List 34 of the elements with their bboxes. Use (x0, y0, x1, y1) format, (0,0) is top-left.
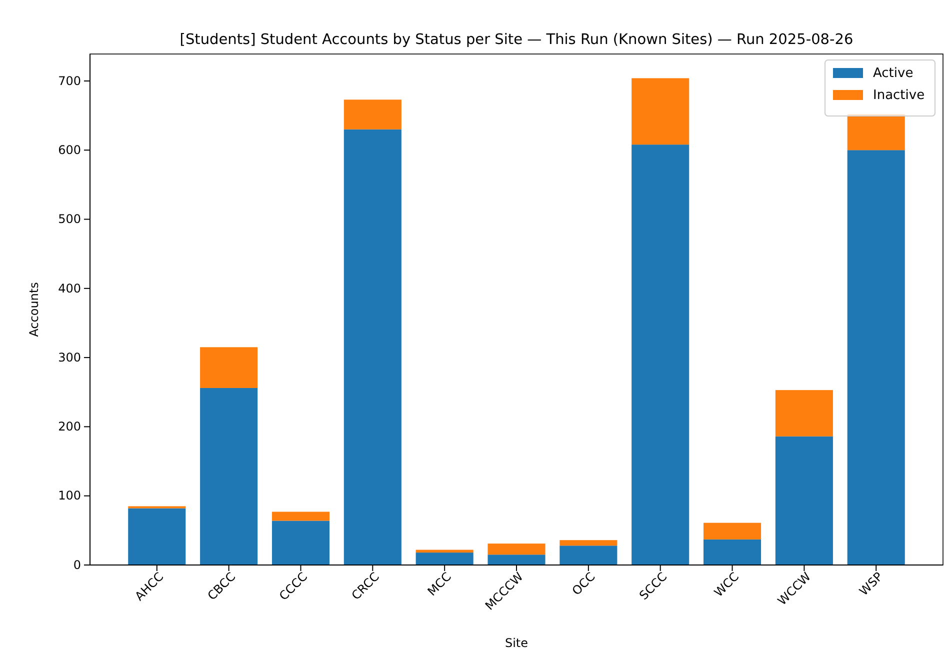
legend-label: Active (873, 66, 914, 81)
bar (632, 144, 690, 565)
y-tick-label: 600 (58, 142, 81, 157)
y-tick-label: 400 (58, 281, 81, 296)
bar (632, 78, 690, 145)
bar (847, 114, 905, 150)
bar (847, 150, 905, 565)
bar (560, 546, 618, 565)
bar (272, 520, 330, 565)
bar (704, 522, 762, 540)
bar (344, 100, 402, 130)
bar (344, 129, 402, 565)
y-tick-label: 0 (73, 558, 81, 572)
y-tick-label: 500 (58, 212, 81, 226)
bar (128, 508, 186, 565)
bar (488, 554, 546, 565)
bar (200, 388, 258, 565)
bar (200, 347, 258, 388)
y-tick-label: 700 (58, 74, 81, 88)
bar (488, 544, 546, 555)
bar (416, 552, 474, 565)
y-axis-title: Accounts (27, 282, 41, 337)
bar (704, 539, 762, 565)
bar (272, 512, 330, 521)
bar (775, 436, 833, 565)
chart-title: [Students] Student Accounts by Status per Site — This Run (Known Sites) — Run 2025-08-26 (180, 32, 854, 48)
bar (416, 550, 474, 553)
bar (775, 390, 833, 436)
bar (560, 540, 618, 546)
x-axis-title: Site (504, 636, 528, 650)
legend-label: Inactive (873, 88, 925, 103)
y-tick-label: 200 (58, 420, 81, 434)
y-tick-label: 100 (58, 488, 81, 503)
y-tick-label: 300 (58, 350, 81, 364)
